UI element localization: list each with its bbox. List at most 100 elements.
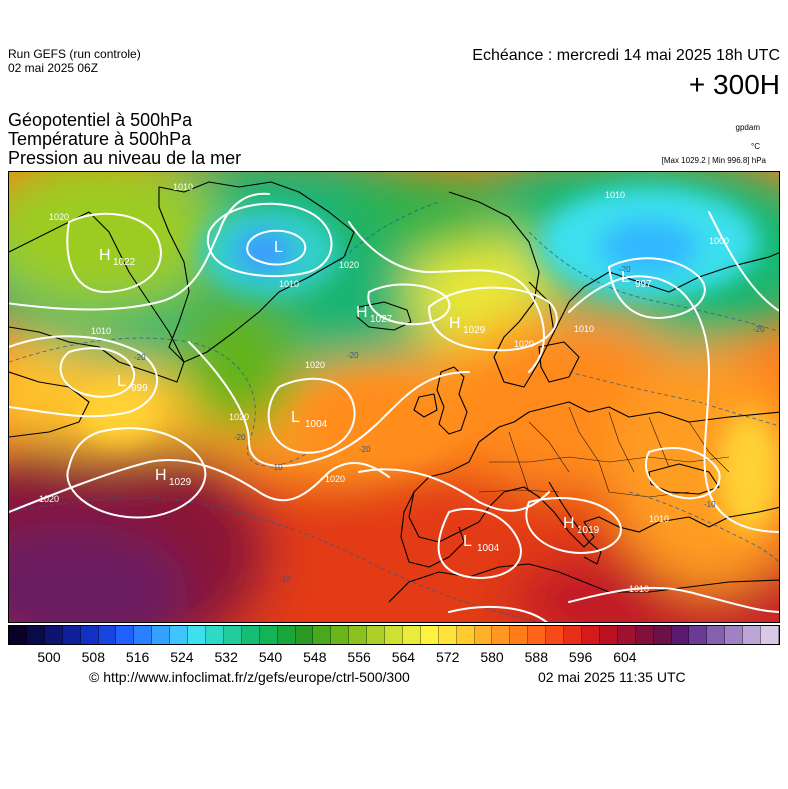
color-scale-segment [259,626,278,644]
weather-map: 1010 1020 1010 1010 1020 1020 1020 1020 … [8,171,780,623]
svg-text:H: H [563,515,575,532]
color-scale-tick-label: 532 [214,649,238,665]
color-scale-segment [528,626,547,644]
svg-text:H: H [99,247,111,264]
temperature-label: -20 [347,351,359,360]
pressure-center-low: L 997 [621,269,652,290]
svg-text:L: L [291,409,300,426]
svg-text:L: L [463,533,472,550]
pressure-center-high: H 1022 [99,247,136,268]
color-scale-segment [9,626,27,644]
color-scale-tick-label: 564 [391,649,416,665]
generation-time: 02 mai 2025 11:35 UTC [538,669,686,685]
color-scale-tick-label: 580 [480,649,504,665]
temperature-label: -10 [271,463,283,472]
isobar-label: 1020 [229,412,249,422]
isobar-label: 1000 [709,236,729,246]
color-scale-tick-label: 572 [436,649,460,665]
color-scale-segment [277,626,296,644]
color-scale-tick-label: 524 [170,649,194,665]
title-pressure: Pression au niveau de la mer [8,148,242,168]
color-scale-segment [295,626,314,644]
color-scale-tick-label: 556 [347,649,371,665]
color-scale-tick-label: 548 [303,649,327,665]
svg-text:1029: 1029 [169,477,192,488]
color-scale-segment [313,626,332,644]
source-url: © http://www.infoclimat.fr/z/gefs/europe… [89,669,410,685]
color-scale-segment [349,626,368,644]
isobar-label: 1020 [339,260,359,270]
color-scale-segment [44,626,63,644]
pressure-center-low: L 1004 [291,409,328,430]
color-scale-segment [456,626,475,644]
color-scale-segment [761,626,779,644]
color-scale-segment [599,626,618,644]
title-temperature: Température à 500hPa [8,129,192,149]
color-scale-tick-label: 516 [125,649,150,665]
color-scale-segment [546,626,565,644]
isobar-label: 1010 [173,182,193,192]
pressure-center-high: H 1029 [155,467,192,488]
pressure-center-low: L 1004 [463,533,500,554]
svg-text:997: 997 [635,279,652,290]
isobar-label: 1020 [514,339,534,349]
color-scale-segment [564,626,582,644]
isobar-label: 1010 [279,279,299,289]
temperature-label: -10 [279,575,291,584]
color-scale-tick-label: 604 [613,649,637,665]
isobar-label: 1020 [325,474,345,484]
color-scale-segment [420,626,439,644]
temperature-label: -20 [619,265,631,274]
run-name: Run GEFS (run controle) [8,47,141,61]
temperature-label: -10 [704,500,716,509]
svg-text:1022: 1022 [113,257,136,268]
color-scale-segment [653,626,672,644]
color-scale-segment [188,626,206,644]
svg-text:1027: 1027 [370,314,393,325]
color-scale-segment [510,626,529,644]
color-scale-segment [62,626,81,644]
isobar-label: 1020 [49,212,69,222]
color-scale-tick-label: 508 [81,649,105,665]
color-scale-segment [671,626,690,644]
unit-gpdam: gpdam [735,123,760,132]
svg-text:L: L [274,239,283,256]
unit-pressure: [Max 1029.2 | Min 996.8] hPa [661,156,766,165]
svg-text:1004: 1004 [305,419,328,430]
color-scale-tick-label: 500 [37,649,61,665]
color-scale-tick-label: 588 [524,649,548,665]
color-scale-segment [367,626,386,644]
svg-text:L: L [117,373,126,390]
color-scale-segment [170,626,189,644]
svg-text:1019: 1019 [577,525,600,536]
weather-map-svg: 1010 1020 1010 1010 1020 1020 1020 1020 … [9,172,779,622]
run-date: 02 mai 2025 06Z [8,61,99,75]
pressure-center-high: H 1027 [356,304,393,325]
color-scale-bar [8,625,780,645]
pressure-center-high: H 1029 [449,315,486,336]
temperature-label: -20 [134,353,146,362]
svg-text:H: H [356,304,368,321]
svg-text:1004: 1004 [477,543,500,554]
color-scale-segment [474,626,493,644]
color-scale-segment [152,626,171,644]
color-scale-segment [582,626,600,644]
pressure-center-high: H 1019 [563,515,600,536]
color-scale-segment [743,626,762,644]
isobar-label: 1010 [91,326,111,336]
color-scale-segment [223,626,242,644]
color-scale-segment [438,626,457,644]
color-scale-segment [707,626,726,644]
color-scale-segment [205,626,224,644]
isobar-label: 1010 [649,514,669,524]
svg-text:H: H [449,315,461,332]
color-scale-segment [492,626,511,644]
temperature-label: -20 [753,325,765,334]
svg-text:999: 999 [131,383,148,394]
color-scale-segment [241,626,260,644]
isobar-label: 1010 [629,584,649,594]
color-scale-segment [385,626,403,644]
svg-text:H: H [155,467,167,484]
title-geopotential: Géopotentiel à 500hPa [8,110,193,130]
isobar-label: 1010 [605,190,625,200]
